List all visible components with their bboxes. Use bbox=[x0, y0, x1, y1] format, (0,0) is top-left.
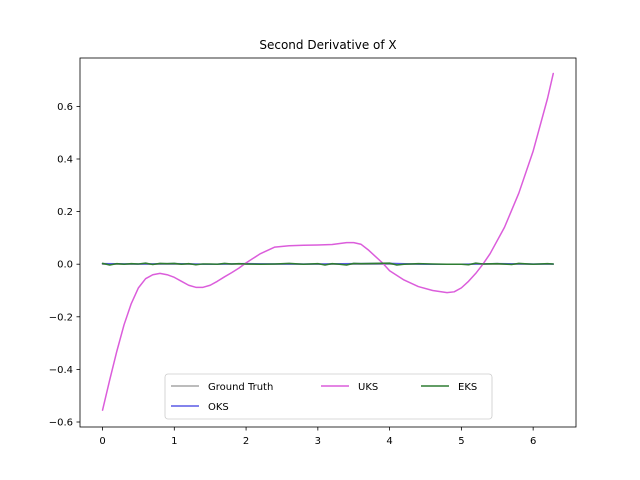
plot-area: 0 1 2 3 4 5 6 −0.6 −0.4 −0.2 0.0 0.2 0.4 0.6 Ground Tr… bbox=[49, 57, 577, 447]
y-tick-label: −0.4 bbox=[49, 365, 73, 376]
legend-label-eks: EKS bbox=[458, 382, 477, 393]
y-tick-label: 0.2 bbox=[57, 207, 73, 218]
x-tick-label: 5 bbox=[458, 436, 464, 447]
y-tick-label: −0.6 bbox=[49, 418, 73, 429]
x-tick-label: 3 bbox=[315, 436, 321, 447]
y-tick-label: 0.6 bbox=[57, 102, 73, 113]
y-tick-label: 0.4 bbox=[57, 154, 73, 165]
x-tick-label: 1 bbox=[171, 436, 177, 447]
legend-label-oks: OKS bbox=[208, 402, 229, 413]
y-tick-label: 0.0 bbox=[57, 260, 73, 271]
legend-label-ground-truth: Ground Truth bbox=[208, 382, 273, 393]
series-line-uks bbox=[101, 72, 554, 411]
x-tick-label: 2 bbox=[243, 436, 249, 447]
axes-frame bbox=[79, 57, 577, 428]
legend-box bbox=[164, 373, 493, 420]
chart-title: Second Derivative of X bbox=[259, 38, 396, 52]
legend-label-uks: UKS bbox=[358, 382, 378, 393]
y-tick-label: −0.2 bbox=[49, 312, 73, 323]
x-tick-label: 0 bbox=[99, 436, 105, 447]
x-tick-label: 6 bbox=[530, 436, 536, 447]
series-line-eks bbox=[101, 262, 554, 266]
x-tick-label: 4 bbox=[386, 436, 392, 447]
